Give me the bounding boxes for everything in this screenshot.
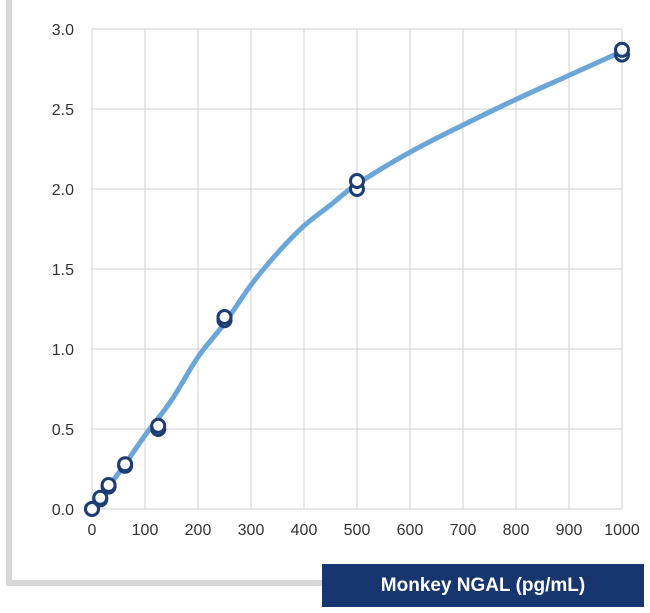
y-tick-label: 1.0 bbox=[52, 342, 74, 359]
x-tick-label: 800 bbox=[503, 522, 530, 539]
x-tick-label: 400 bbox=[291, 522, 318, 539]
x-tick-label: 900 bbox=[556, 522, 583, 539]
y-tick-label: 0.5 bbox=[52, 422, 74, 439]
data-point bbox=[84, 501, 100, 517]
data-point bbox=[216, 309, 233, 325]
x-tick-label: 500 bbox=[344, 522, 371, 539]
x-axis-label: Monkey NGAL (pg/mL) bbox=[322, 564, 644, 607]
data-point bbox=[117, 456, 134, 473]
y-tick-label: 1.5 bbox=[52, 262, 74, 279]
x-tick-label: 700 bbox=[450, 522, 477, 539]
data-points-layer bbox=[84, 41, 630, 517]
x-tick-label: 600 bbox=[397, 522, 424, 539]
x-tick-labels: 0 100 200 300 400 500 600 700 800 900 1000 bbox=[88, 522, 640, 539]
y-tick-label: 2.5 bbox=[52, 102, 74, 119]
x-tick-label: 300 bbox=[238, 522, 265, 539]
y-tick-label: 3.0 bbox=[52, 22, 74, 39]
y-tick-label: 2.0 bbox=[52, 182, 74, 199]
x-tick-label: 100 bbox=[132, 522, 159, 539]
x-tick-label: 0 bbox=[88, 522, 97, 539]
y-tick-labels: 0.0 0.5 1.0 1.5 2.0 2.5 3.0 bbox=[52, 22, 74, 519]
data-point bbox=[150, 417, 167, 434]
data-point bbox=[614, 41, 630, 58]
data-point bbox=[92, 489, 109, 506]
y-tick-label: 0.0 bbox=[52, 502, 74, 519]
frame-bottom-border bbox=[6, 580, 326, 586]
frame-left-border bbox=[6, 0, 12, 586]
x-tick-label: 200 bbox=[185, 522, 212, 539]
data-point bbox=[349, 173, 365, 189]
grid bbox=[91, 28, 623, 510]
x-tick-label: 1000 bbox=[604, 522, 640, 539]
data-point bbox=[100, 477, 117, 493]
